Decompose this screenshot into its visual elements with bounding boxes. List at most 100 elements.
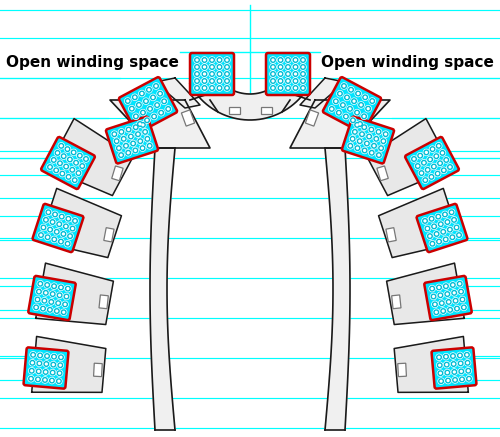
Circle shape [155, 85, 157, 87]
Circle shape [444, 362, 449, 367]
Circle shape [329, 106, 335, 112]
Circle shape [345, 115, 347, 118]
Circle shape [449, 309, 451, 311]
Circle shape [433, 225, 435, 227]
Circle shape [112, 131, 117, 137]
Circle shape [422, 160, 426, 165]
Polygon shape [155, 78, 200, 108]
Circle shape [44, 291, 48, 295]
Circle shape [194, 71, 200, 77]
Circle shape [49, 300, 54, 304]
Circle shape [54, 214, 56, 215]
Circle shape [78, 153, 82, 158]
Circle shape [331, 108, 332, 110]
Circle shape [62, 154, 66, 159]
Circle shape [272, 80, 274, 82]
Circle shape [31, 370, 32, 371]
Circle shape [28, 376, 34, 382]
Circle shape [422, 218, 428, 224]
Circle shape [468, 370, 469, 371]
Circle shape [429, 159, 431, 160]
Circle shape [293, 58, 298, 62]
Circle shape [369, 127, 374, 132]
Circle shape [211, 66, 213, 68]
Circle shape [76, 170, 82, 176]
Circle shape [460, 371, 462, 372]
Circle shape [64, 241, 70, 247]
Circle shape [468, 378, 470, 380]
Circle shape [145, 100, 147, 102]
Circle shape [142, 129, 148, 135]
Circle shape [438, 378, 444, 384]
Circle shape [43, 290, 49, 296]
Circle shape [292, 57, 298, 63]
Circle shape [285, 78, 291, 84]
Circle shape [441, 302, 442, 304]
Circle shape [444, 158, 448, 162]
Circle shape [202, 79, 207, 83]
Circle shape [150, 95, 156, 100]
Circle shape [210, 72, 214, 76]
Circle shape [347, 106, 353, 112]
FancyBboxPatch shape [424, 276, 472, 320]
Circle shape [426, 228, 428, 229]
Circle shape [364, 126, 365, 128]
Circle shape [302, 87, 304, 89]
Circle shape [216, 85, 222, 91]
Circle shape [132, 95, 137, 100]
Circle shape [445, 378, 451, 384]
Circle shape [139, 123, 141, 125]
Circle shape [452, 355, 454, 357]
Circle shape [53, 167, 59, 173]
Circle shape [32, 354, 34, 356]
FancyBboxPatch shape [99, 295, 108, 309]
Circle shape [444, 214, 446, 215]
Circle shape [438, 370, 444, 376]
Circle shape [280, 73, 281, 75]
Circle shape [430, 146, 436, 152]
Circle shape [422, 177, 428, 183]
Circle shape [352, 138, 354, 140]
Circle shape [34, 305, 38, 310]
Circle shape [120, 131, 122, 133]
Circle shape [57, 160, 63, 166]
Circle shape [140, 123, 145, 127]
Circle shape [144, 136, 150, 142]
Circle shape [68, 157, 72, 162]
Circle shape [204, 66, 206, 68]
Circle shape [133, 148, 138, 153]
Circle shape [446, 221, 448, 223]
Circle shape [286, 65, 290, 69]
Circle shape [440, 380, 442, 382]
Circle shape [60, 356, 62, 358]
Circle shape [65, 147, 70, 151]
Circle shape [146, 143, 152, 149]
Circle shape [168, 108, 169, 110]
Circle shape [439, 364, 440, 366]
Circle shape [149, 145, 150, 147]
Circle shape [42, 226, 44, 229]
Circle shape [40, 234, 42, 236]
Circle shape [226, 59, 228, 61]
FancyBboxPatch shape [398, 363, 406, 377]
Circle shape [50, 220, 55, 224]
Circle shape [125, 98, 131, 104]
Circle shape [445, 356, 447, 357]
FancyBboxPatch shape [28, 276, 76, 320]
Circle shape [59, 162, 61, 164]
Circle shape [58, 355, 64, 360]
Circle shape [38, 371, 40, 372]
Polygon shape [367, 118, 452, 196]
Circle shape [155, 103, 160, 108]
Circle shape [44, 379, 46, 381]
Circle shape [343, 85, 345, 87]
Circle shape [378, 131, 380, 133]
Circle shape [132, 124, 138, 130]
Circle shape [430, 216, 434, 221]
Circle shape [42, 298, 46, 303]
Circle shape [54, 309, 59, 313]
Circle shape [466, 368, 470, 373]
Circle shape [366, 142, 368, 144]
Circle shape [140, 91, 144, 96]
Circle shape [286, 79, 290, 83]
